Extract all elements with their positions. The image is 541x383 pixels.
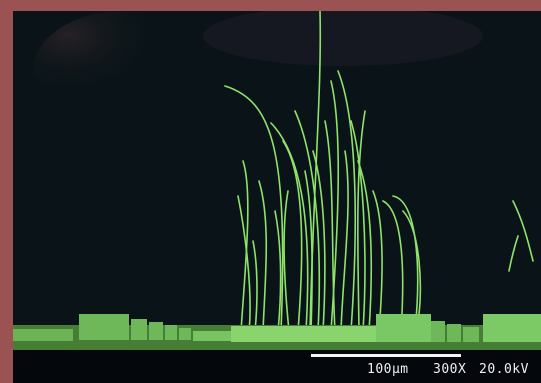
nanowire xyxy=(382,200,404,332)
nanowire xyxy=(224,85,284,332)
noise-haze xyxy=(33,11,213,131)
nanowire xyxy=(283,190,290,332)
nanowire xyxy=(240,160,249,332)
sem-info-bar: 100µm 300X 20.0kV xyxy=(13,350,541,383)
nanowire xyxy=(274,210,282,332)
voltage-label: 20.0kV xyxy=(479,362,529,377)
scale-label: 100µm xyxy=(367,362,409,377)
nanowire xyxy=(270,122,309,332)
nanowire xyxy=(304,170,313,332)
nanowire xyxy=(312,150,326,332)
scale-bar xyxy=(311,354,461,357)
nanowire xyxy=(324,120,336,332)
nanowire-bundle xyxy=(224,11,534,332)
nanowire xyxy=(372,190,383,332)
nanowire xyxy=(357,110,366,332)
substrate xyxy=(13,314,541,350)
nanowire xyxy=(237,195,251,332)
nanowire xyxy=(294,110,321,332)
nanowire xyxy=(337,70,357,332)
noise-haze-top xyxy=(203,11,483,66)
nanowire-scene xyxy=(13,11,541,350)
magnification-label: 300X xyxy=(433,362,467,377)
sem-micrograph: 100µm 300X 20.0kV xyxy=(13,11,541,383)
nanowire xyxy=(340,150,349,332)
nanowire xyxy=(402,210,422,322)
nanowire xyxy=(357,160,373,332)
nanowire xyxy=(350,120,366,332)
nanowire xyxy=(508,235,519,272)
nanowire xyxy=(512,200,534,262)
nanowire xyxy=(258,180,268,332)
nanowire xyxy=(252,240,258,332)
nanowire xyxy=(282,140,303,332)
